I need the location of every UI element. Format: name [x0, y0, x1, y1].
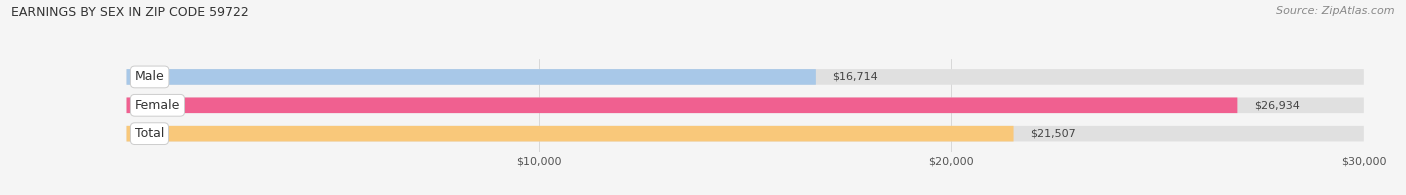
Text: $16,714: $16,714 [832, 72, 879, 82]
FancyBboxPatch shape [127, 126, 1014, 141]
FancyBboxPatch shape [127, 69, 1364, 85]
FancyBboxPatch shape [127, 98, 1364, 113]
Text: Male: Male [135, 70, 165, 83]
Text: $26,934: $26,934 [1254, 100, 1299, 110]
Text: EARNINGS BY SEX IN ZIP CODE 59722: EARNINGS BY SEX IN ZIP CODE 59722 [11, 6, 249, 19]
FancyBboxPatch shape [127, 98, 1237, 113]
Text: $21,507: $21,507 [1031, 129, 1076, 139]
Text: Female: Female [135, 99, 180, 112]
Text: Total: Total [135, 127, 165, 140]
FancyBboxPatch shape [127, 69, 815, 85]
Text: Source: ZipAtlas.com: Source: ZipAtlas.com [1277, 6, 1395, 16]
FancyBboxPatch shape [127, 126, 1364, 141]
